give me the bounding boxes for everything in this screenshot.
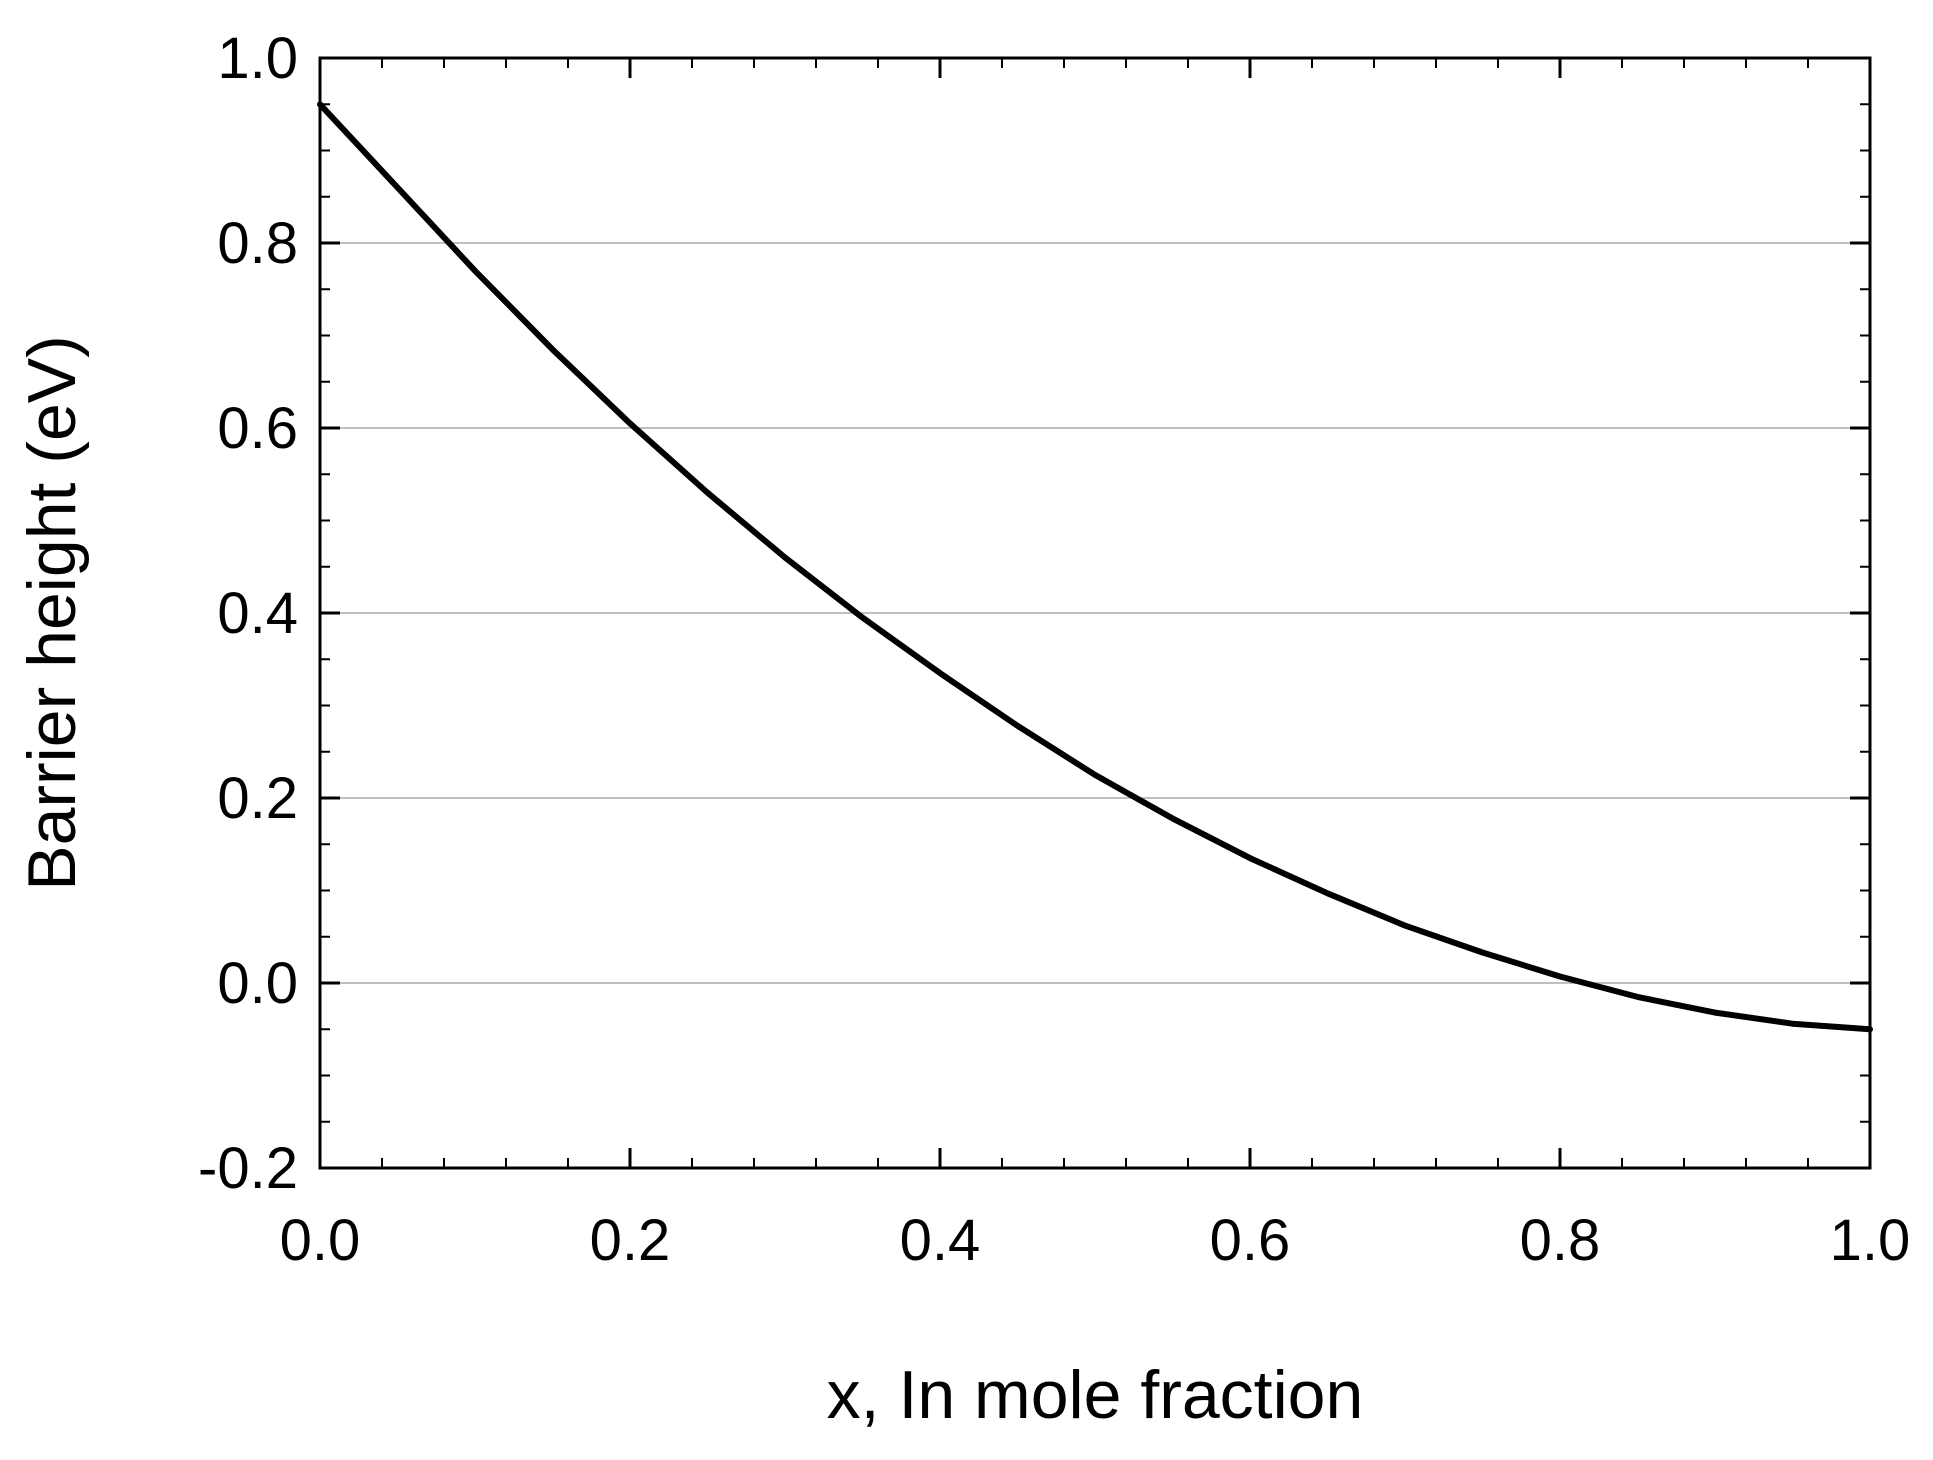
y-tick-label-0: -0.2 — [198, 1136, 298, 1201]
y-tick-label-4: 0.6 — [217, 396, 298, 461]
y-tick-label-3: 0.4 — [217, 581, 298, 646]
y-tick-label-2: 0.2 — [217, 766, 298, 831]
y-axis-ticks: -0.2 0.0 0.2 0.4 0.6 0.8 1.0 — [198, 26, 1870, 1201]
x-tick-label-1: 0.2 — [590, 1208, 671, 1273]
x-tick-label-3: 0.6 — [1210, 1208, 1291, 1273]
x-axis-ticks: 0.0 0.2 0.4 0.6 0.8 1.0 — [280, 58, 1911, 1273]
gridlines — [320, 242, 1870, 984]
x-tick-label-2: 0.4 — [900, 1208, 981, 1273]
series-line-0 — [317, 101, 1873, 1033]
y-tick-label-5: 0.8 — [217, 211, 298, 276]
series-layer — [317, 101, 1873, 1033]
x-tick-label-0: 0.0 — [280, 1208, 361, 1273]
y-tick-label-6: 1.0 — [217, 26, 298, 91]
x-tick-label-5: 1.0 — [1830, 1208, 1911, 1273]
y-tick-label-1: 0.0 — [217, 951, 298, 1016]
y-axis-label: Barrier height (eV) — [14, 335, 90, 891]
x-tick-label-4: 0.8 — [1520, 1208, 1601, 1273]
x-axis-label: x, In mole fraction — [827, 1357, 1364, 1433]
